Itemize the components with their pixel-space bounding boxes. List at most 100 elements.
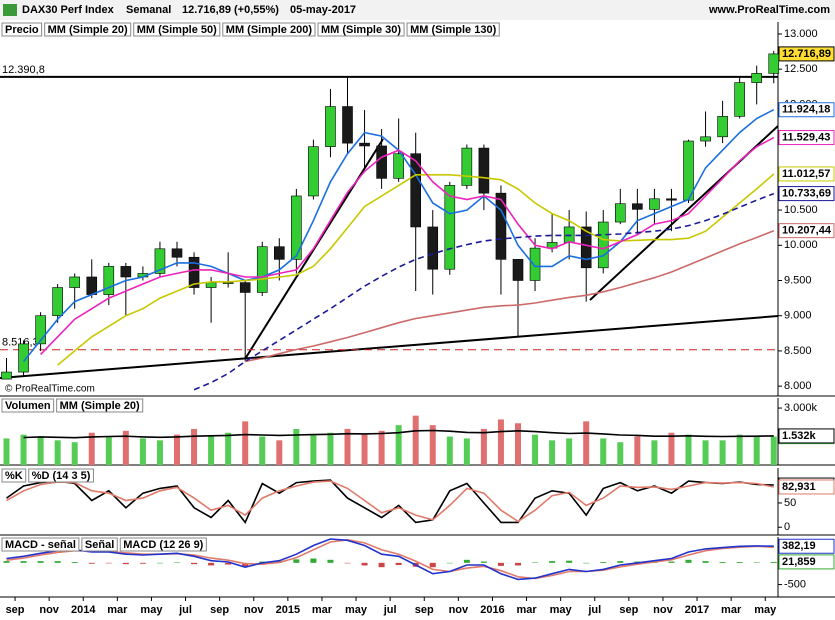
candle-body [222, 282, 234, 284]
series-line [6, 479, 774, 524]
volume-bar [429, 425, 436, 465]
histogram-bar [37, 561, 44, 563]
volume-bar [310, 434, 317, 465]
value-label-box [778, 130, 835, 146]
value-label-box [778, 102, 835, 118]
candle-body [376, 145, 387, 179]
volume-bar [497, 419, 504, 465]
legend-box [1, 22, 43, 37]
value-label-box [778, 479, 835, 495]
volume-bar [719, 440, 726, 465]
volume-bar [71, 442, 78, 465]
volume-bar [259, 436, 266, 465]
histogram-bar [361, 562, 368, 566]
histogram-bar [736, 561, 743, 563]
volume-bar [446, 436, 453, 465]
x-tick-label: may [140, 604, 163, 616]
series-line [6, 538, 774, 581]
x-tick-label: nov [653, 604, 673, 616]
candle-body [52, 287, 63, 317]
volume-bar [105, 436, 112, 465]
date: 05-may-2017 [290, 4, 356, 16]
candle-body [69, 276, 80, 288]
histogram-bar [429, 562, 436, 568]
legend-box [1, 398, 55, 413]
value-label: 12.716,89 [782, 48, 831, 60]
volume-bar [3, 438, 10, 465]
x-tick-label: may [550, 604, 573, 616]
histogram-bar [600, 561, 607, 563]
candle-body [597, 221, 609, 269]
volume-bar [20, 434, 27, 465]
histogram-bar [3, 561, 10, 563]
histogram-bar [532, 562, 539, 563]
candle-body [120, 266, 132, 278]
x-tick-label: jul [587, 604, 601, 616]
legend-label: %K [5, 470, 23, 482]
value-label: 10.207,44 [782, 225, 832, 237]
volume-bar [208, 436, 215, 465]
volume-bar [770, 436, 777, 465]
legend-box [81, 537, 118, 552]
volume-bar [753, 436, 760, 465]
legend-label: Señal [85, 539, 114, 551]
series-line [23, 429, 774, 439]
candle-body [529, 247, 541, 281]
candle-body [734, 82, 745, 117]
histogram-bar [191, 562, 198, 565]
y-tick-label: -500 [784, 578, 806, 590]
candle-body [478, 147, 490, 194]
histogram-bar [174, 562, 180, 563]
histogram-bar [242, 562, 249, 567]
candle-body [614, 203, 626, 223]
histogram-bar [105, 562, 112, 564]
candle-body [461, 147, 473, 186]
candle-body [393, 153, 404, 179]
value-label-box [778, 166, 835, 182]
legend-box [44, 22, 132, 37]
candle-body [103, 266, 115, 295]
volume-bar [702, 440, 709, 465]
volume-bar [480, 428, 487, 465]
candle-body [717, 116, 728, 138]
series-line [57, 173, 775, 366]
volume-bar [139, 438, 146, 465]
value-label-box [778, 46, 835, 62]
volume-bar [156, 440, 163, 465]
last-value: 12.716,89 (+0,55%) [182, 4, 279, 16]
histogram-bar [395, 562, 402, 566]
histogram-bar [54, 561, 61, 563]
candle-body [444, 185, 456, 270]
legend-box [406, 22, 500, 37]
legend-box [28, 468, 94, 483]
histogram-bar [549, 561, 556, 563]
histogram-bar [617, 561, 624, 563]
value-label: 1.532k [782, 430, 817, 442]
histogram-bar [378, 562, 385, 568]
x-tick-label: 2014 [71, 604, 96, 616]
legend-label: MM (Simple 20) [60, 400, 140, 412]
candle-body [239, 282, 251, 293]
legend-box [1, 537, 80, 552]
x-tick-label: may [754, 604, 777, 616]
volume-bar [634, 436, 641, 465]
value-label: 11.529,43 [782, 131, 830, 143]
histogram-bar [753, 562, 760, 563]
y-tick-label: 0 [784, 521, 790, 533]
value-label-box [778, 538, 835, 554]
x-tick-label: 2016 [480, 604, 504, 616]
y-tick-label: 13.000 [784, 28, 818, 40]
y-tick-label: 10.500 [784, 204, 818, 216]
candle-body [632, 203, 643, 210]
candle-body [205, 282, 217, 288]
legend-label: %D (14 3 5) [32, 470, 91, 482]
trendline [0, 315, 779, 379]
value-label-box [778, 186, 835, 202]
histogram-bar [156, 562, 163, 564]
volume-bar [532, 434, 539, 465]
histogram-bar [497, 562, 504, 566]
volume-bar [583, 421, 590, 465]
volume-bar [736, 434, 743, 465]
legend-box [119, 537, 207, 552]
